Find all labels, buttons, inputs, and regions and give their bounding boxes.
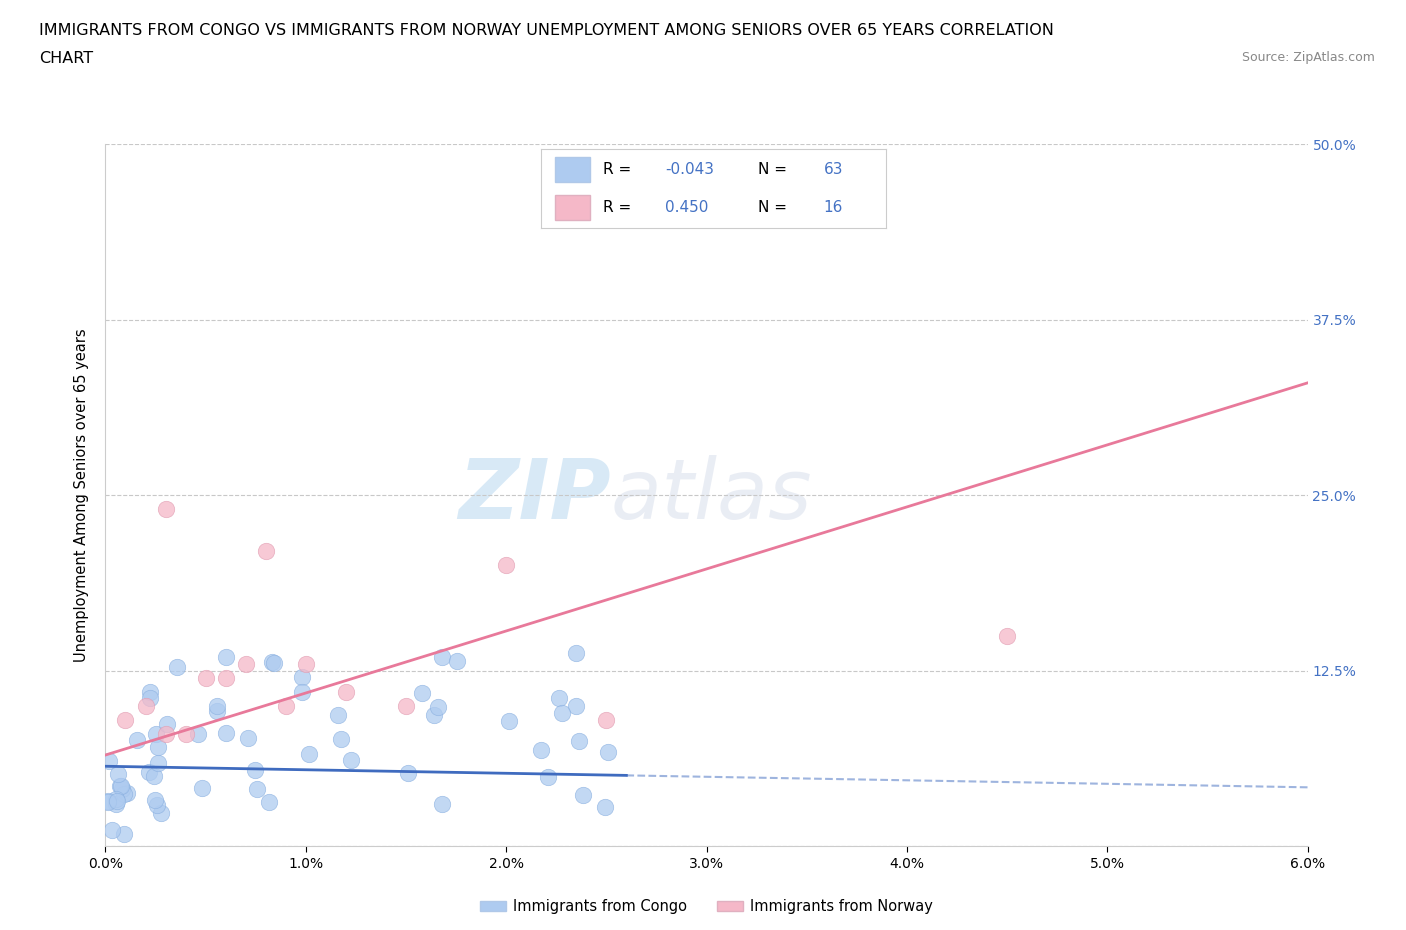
Point <box>174 726 197 741</box>
Point <box>446 654 468 669</box>
Point <box>166 659 188 674</box>
Point <box>110 778 132 793</box>
Point <box>143 769 166 784</box>
Point <box>596 745 619 760</box>
Point <box>215 649 238 664</box>
Point <box>298 747 321 762</box>
Point <box>155 502 177 517</box>
Point <box>326 708 349 723</box>
Point <box>112 787 135 802</box>
Point <box>243 763 266 777</box>
Point <box>571 787 593 802</box>
Y-axis label: Unemployment Among Seniors over 65 years: Unemployment Among Seniors over 65 years <box>75 328 90 662</box>
Text: -0.043: -0.043 <box>665 162 714 177</box>
Point <box>254 544 277 559</box>
Point <box>291 670 314 684</box>
Point <box>995 629 1018 644</box>
Point <box>551 705 574 720</box>
Point <box>214 725 236 740</box>
Text: IMMIGRANTS FROM CONGO VS IMMIGRANTS FROM NORWAY UNEMPLOYMENT AMONG SENIORS OVER : IMMIGRANTS FROM CONGO VS IMMIGRANTS FROM… <box>39 23 1054 38</box>
Point <box>97 795 120 810</box>
Text: R =: R = <box>603 200 631 215</box>
Text: R =: R = <box>603 162 631 177</box>
Point <box>111 781 134 796</box>
Point <box>432 797 454 812</box>
Point <box>246 781 269 796</box>
FancyBboxPatch shape <box>555 194 589 220</box>
Text: ZIP: ZIP <box>458 455 610 536</box>
Point <box>568 734 591 749</box>
Point <box>423 708 446 723</box>
Point <box>395 698 418 713</box>
Point <box>274 698 297 713</box>
Point <box>411 685 433 700</box>
FancyBboxPatch shape <box>555 157 589 182</box>
Point <box>115 786 138 801</box>
Point <box>139 684 162 699</box>
Point <box>396 765 419 780</box>
Point <box>214 671 236 685</box>
Point <box>156 716 179 731</box>
Point <box>262 655 284 670</box>
Point <box>263 656 285 671</box>
Text: 0.450: 0.450 <box>665 200 709 215</box>
Point <box>138 764 160 779</box>
Point <box>194 671 217 685</box>
Text: Source: ZipAtlas.com: Source: ZipAtlas.com <box>1241 51 1375 64</box>
Point <box>114 712 136 727</box>
Point <box>191 780 214 795</box>
Point <box>145 726 167 741</box>
Point <box>593 800 616 815</box>
Point <box>97 753 120 768</box>
Text: 16: 16 <box>824 200 844 215</box>
Point <box>127 733 149 748</box>
Point <box>432 650 454 665</box>
Point <box>335 684 357 699</box>
Point <box>291 684 314 699</box>
Point <box>139 691 162 706</box>
Point <box>426 699 449 714</box>
Text: CHART: CHART <box>39 51 93 66</box>
Point <box>105 797 128 812</box>
Point <box>295 657 318 671</box>
Point <box>595 712 617 727</box>
Point <box>495 558 517 573</box>
Point <box>235 657 257 671</box>
Point <box>498 714 520 729</box>
Point <box>135 698 157 713</box>
Point <box>155 726 177 741</box>
Point <box>104 791 127 806</box>
Point <box>537 770 560 785</box>
Point <box>107 793 129 808</box>
Point <box>205 703 228 718</box>
Point <box>146 739 169 754</box>
Text: N =: N = <box>758 200 787 215</box>
Point <box>146 798 169 813</box>
Text: N =: N = <box>758 162 787 177</box>
Point <box>187 727 209 742</box>
Point <box>236 731 259 746</box>
Point <box>143 793 166 808</box>
Point <box>530 742 553 757</box>
Point <box>107 766 129 781</box>
Point <box>548 690 571 705</box>
Point <box>112 827 135 842</box>
Point <box>148 755 170 770</box>
Legend: Immigrants from Congo, Immigrants from Norway: Immigrants from Congo, Immigrants from N… <box>474 893 939 920</box>
Point <box>330 732 353 747</box>
Point <box>110 778 132 793</box>
Point <box>205 698 228 713</box>
Point <box>565 698 588 713</box>
Point <box>149 805 172 820</box>
Point <box>257 795 280 810</box>
Point <box>97 793 120 808</box>
Point <box>565 645 588 660</box>
Text: atlas: atlas <box>610 455 813 536</box>
Point <box>101 823 124 838</box>
Text: 63: 63 <box>824 162 844 177</box>
Point <box>340 753 363 768</box>
